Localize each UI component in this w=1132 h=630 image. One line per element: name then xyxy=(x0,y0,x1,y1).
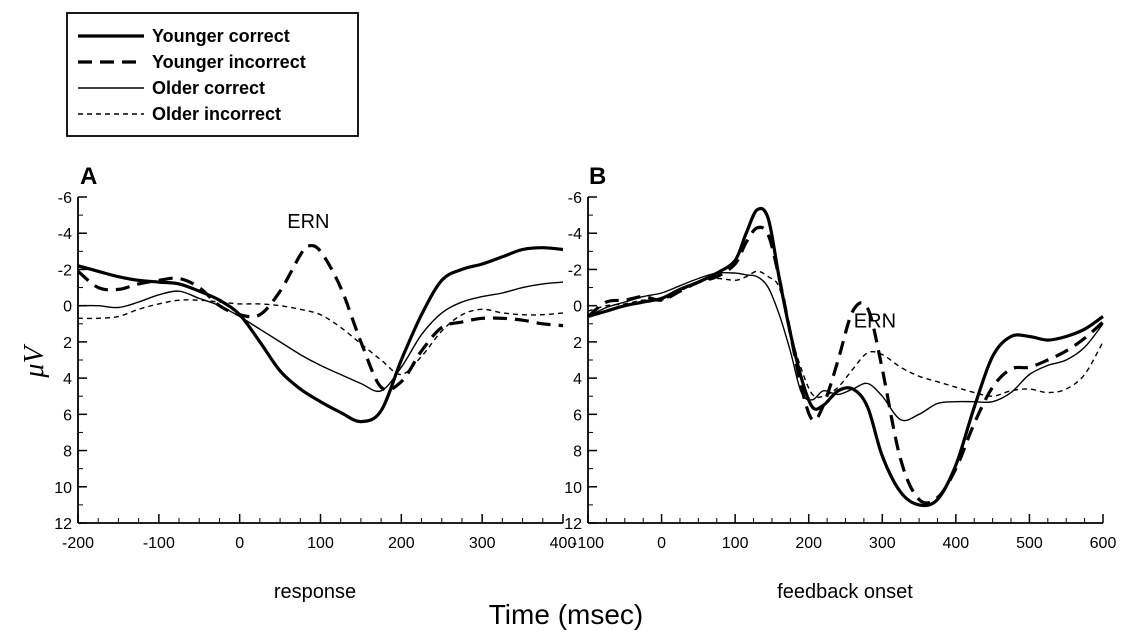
panel-a-ytick-label: 2 xyxy=(63,335,72,352)
panel-b-xlabel: feedback onset xyxy=(777,581,913,603)
panel-a: A -6 -4 -2 0 2 4 6 8 10 12 -200 -100 0 100 200 300 400 E… xyxy=(54,163,576,603)
panel-a-line-younger-correct xyxy=(77,246,564,424)
panel-a-ytick-label: 12 xyxy=(54,516,72,533)
legend-label-older-correct: Older correct xyxy=(152,78,265,98)
panel-a-xtick-label: -100 xyxy=(143,535,175,552)
panel-b: B -6 -4 -2 0 2 4 6 8 10 12 -100 0 100 200 300 400 500 600… xyxy=(564,163,1116,603)
panel-a-ytick-label: 6 xyxy=(63,407,72,424)
panel-b-ytick-label: -2 xyxy=(568,262,582,279)
y-axis-title: μV xyxy=(19,344,50,379)
panel-b-xtick-label: 400 xyxy=(943,535,970,552)
panel-a-letter: A xyxy=(80,163,97,190)
panel-a-ern-label: ERN xyxy=(287,211,329,233)
panel-b-xtick-label: 500 xyxy=(1016,535,1043,552)
panel-a-ytick-label: -2 xyxy=(58,262,72,279)
panel-b-xtick-label: 200 xyxy=(795,535,822,552)
panel-b-ytick-label: 4 xyxy=(573,371,582,388)
panel-b-xtick-label: 300 xyxy=(869,535,896,552)
panel-b-ytick-label: 8 xyxy=(573,444,582,461)
panel-b-line-younger-incorrect xyxy=(586,225,1105,505)
legend: Younger correct Younger incorrect Older co… xyxy=(66,12,359,137)
panel-a-ytick-label: 0 xyxy=(63,299,72,316)
panel-a-xlabel: response xyxy=(274,581,356,603)
panel-b-line-younger-correct xyxy=(587,206,1104,508)
legend-label-younger-incorrect: Younger incorrect xyxy=(152,52,306,72)
panel-b-xtick-label: 100 xyxy=(722,535,749,552)
panel-a-xtick-label: 200 xyxy=(388,535,415,552)
panel-a-xtick-label: 400 xyxy=(550,535,577,552)
panel-a-xtick-label: 300 xyxy=(469,535,496,552)
panel-b-ytick-label: 2 xyxy=(573,335,582,352)
panel-a-ytick-label: 10 xyxy=(54,480,72,497)
panel-a-ytick-label: 4 xyxy=(63,371,72,388)
panel-a-xtick-label: 100 xyxy=(307,535,334,552)
panel-b-ytick-label: -6 xyxy=(568,190,582,207)
panel-b-ytick-label: -4 xyxy=(568,226,582,243)
legend-label-older-incorrect: Older incorrect xyxy=(152,104,281,124)
panel-a-line-older-incorrect xyxy=(77,299,564,376)
panel-a-xtick-label: -200 xyxy=(62,535,94,552)
panel-b-ytick-label: 12 xyxy=(564,516,582,533)
panel-a-ytick-label: 8 xyxy=(63,444,72,461)
legend-label-younger-correct: Younger correct xyxy=(152,26,290,46)
panel-b-ytick-label: 10 xyxy=(564,480,582,497)
panel-b-xtick-label: 0 xyxy=(657,535,666,552)
panel-b-xtick-label: 600 xyxy=(1090,535,1117,552)
panel-a-line-older-correct xyxy=(77,281,564,393)
panel-b-line-older-correct xyxy=(587,271,1104,422)
panel-b-ytick-label: 6 xyxy=(573,407,582,424)
panel-b-letter: B xyxy=(589,163,606,190)
x-axis-title: Time (msec) xyxy=(489,599,644,630)
panel-b-ytick-label: 0 xyxy=(573,299,582,316)
legend-box xyxy=(66,12,359,137)
panel-b-xtick-label: -100 xyxy=(572,535,604,552)
panel-a-line-younger-incorrect xyxy=(76,243,564,392)
panel-a-xtick-label: 0 xyxy=(235,535,244,552)
panel-b-ern-label: ERN xyxy=(854,310,896,332)
panel-b-line-older-incorrect xyxy=(587,270,1104,399)
panel-a-ytick-label: -4 xyxy=(58,226,72,243)
panel-a-ytick-label: -6 xyxy=(58,190,72,207)
